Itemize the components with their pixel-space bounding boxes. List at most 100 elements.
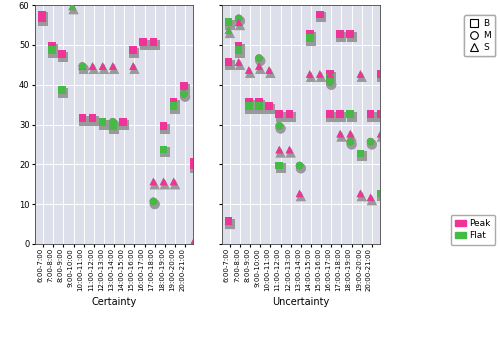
Point — [387, 139, 395, 144]
Point — [160, 179, 168, 184]
Point — [387, 71, 395, 77]
Point — [346, 31, 354, 37]
Point — [236, 62, 244, 68]
Point — [98, 119, 106, 125]
Point — [222, 201, 230, 207]
Point — [346, 139, 354, 144]
Legend: Peak, Flat: Peak, Flat — [450, 215, 496, 245]
Point — [317, 74, 325, 80]
Point — [348, 142, 356, 147]
Point — [408, 217, 416, 223]
Point — [226, 62, 234, 68]
Point — [376, 191, 384, 196]
Point — [226, 22, 234, 28]
Point — [150, 201, 158, 207]
Point — [376, 111, 384, 117]
Point — [408, 213, 416, 219]
Point — [276, 150, 284, 155]
Point — [286, 111, 294, 117]
Point — [180, 91, 188, 97]
Point — [245, 67, 253, 73]
Point — [226, 221, 234, 227]
Point — [226, 30, 234, 36]
Point — [78, 63, 86, 69]
Point — [336, 131, 344, 136]
Point — [356, 71, 364, 77]
Point — [407, 215, 415, 220]
Point — [266, 106, 274, 111]
Point — [348, 134, 356, 139]
Point — [150, 39, 158, 45]
Point — [276, 111, 283, 117]
Point — [358, 193, 366, 199]
Point — [356, 151, 364, 156]
Point — [226, 221, 234, 227]
Point — [397, 167, 405, 172]
Point — [326, 79, 334, 85]
Point — [317, 74, 325, 80]
Point — [296, 163, 304, 168]
Point — [328, 82, 336, 88]
Point — [429, 237, 437, 243]
Point — [140, 42, 148, 48]
Point — [265, 67, 273, 73]
Point — [338, 134, 345, 139]
Point — [366, 194, 374, 200]
Point — [297, 166, 305, 171]
Point — [150, 42, 158, 48]
Point — [316, 11, 324, 17]
Point — [397, 71, 405, 77]
Point — [418, 217, 426, 223]
Point — [265, 103, 273, 109]
Point — [338, 134, 345, 139]
Point — [397, 16, 405, 21]
Point — [212, 46, 220, 52]
Point — [256, 58, 264, 64]
Point — [246, 70, 254, 75]
Point — [358, 74, 366, 80]
Point — [170, 179, 177, 184]
Point — [224, 27, 232, 33]
Point — [368, 114, 376, 119]
Point — [336, 131, 344, 136]
Point — [161, 181, 169, 187]
Point — [242, 46, 250, 52]
Point — [418, 15, 426, 20]
Point — [192, 241, 200, 247]
Point — [398, 18, 406, 24]
Point — [234, 19, 242, 25]
Point — [255, 63, 263, 69]
Point — [378, 193, 386, 199]
Point — [236, 22, 244, 28]
Point — [326, 75, 334, 81]
Point — [336, 31, 344, 37]
Point — [418, 215, 426, 220]
Point — [80, 66, 88, 72]
Point — [236, 18, 244, 24]
Point — [397, 191, 405, 196]
Point — [224, 59, 232, 65]
Point — [80, 66, 88, 72]
Point — [418, 237, 426, 243]
Point — [328, 78, 336, 84]
Point — [246, 102, 254, 107]
Point — [328, 74, 336, 80]
Point — [428, 234, 436, 240]
Point — [306, 71, 314, 77]
Point — [378, 114, 386, 119]
Point — [48, 47, 56, 53]
Point — [224, 218, 232, 224]
Point — [150, 181, 158, 187]
Point — [98, 63, 106, 69]
Point — [202, 241, 209, 247]
Point — [358, 154, 366, 159]
Point — [70, 6, 78, 12]
Point — [109, 63, 117, 69]
Point — [200, 51, 208, 57]
Point — [232, 241, 240, 247]
Point — [160, 123, 168, 128]
Point — [245, 103, 253, 109]
Point — [88, 63, 96, 69]
Point — [378, 134, 386, 139]
Point — [307, 74, 315, 80]
